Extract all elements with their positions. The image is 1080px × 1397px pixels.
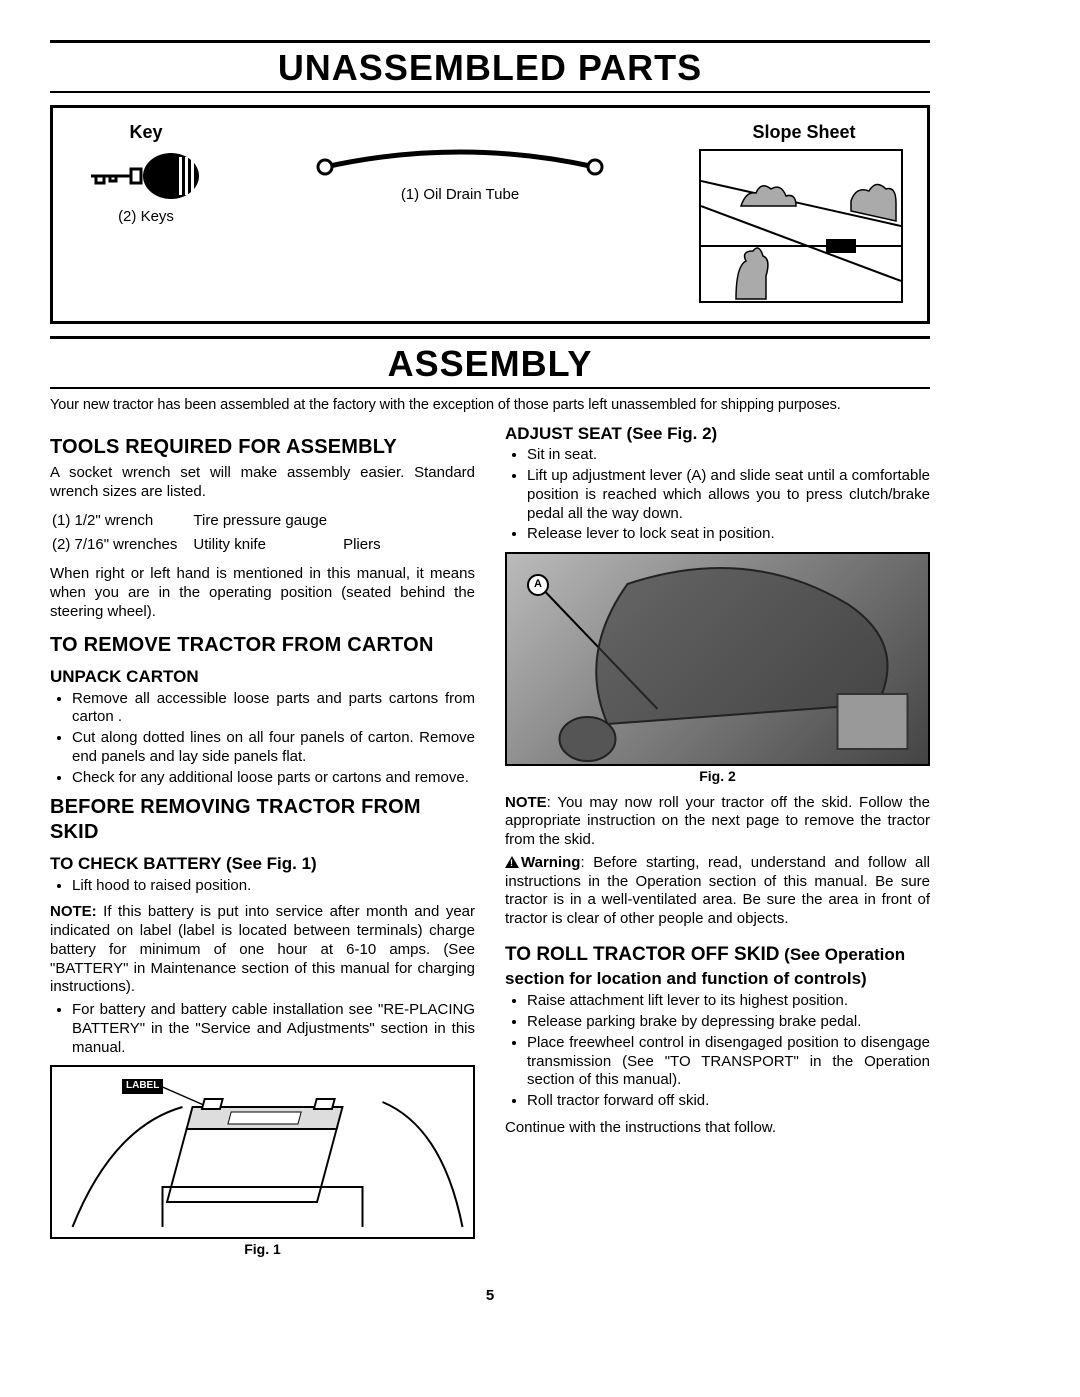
tool-r2c1: (2) 7/16" wrenches xyxy=(52,534,191,557)
battery-b1: Lift hood to raised position. xyxy=(72,877,475,896)
right-column: ADJUST SEAT (See Fig. 2) Sit in seat. Li… xyxy=(505,423,930,1267)
slope-label: Slope Sheet xyxy=(699,122,909,143)
battery-list1: Lift hood to raised position. xyxy=(50,877,475,896)
rule-under-title1 xyxy=(50,91,930,93)
note-label: NOTE xyxy=(505,794,547,811)
slope-sheet-icon xyxy=(699,149,903,303)
key-icon xyxy=(86,149,206,204)
tool-r1c1: (1) 1/2" wrench xyxy=(52,510,191,533)
unpack-heading: UNPACK CARTON xyxy=(50,666,475,687)
roll-heading-main: TO ROLL TRACTOR OFF SKID xyxy=(505,944,779,965)
parts-slope-col: Slope Sheet xyxy=(699,122,909,303)
columns: TOOLS REQUIRED FOR ASSEMBLY A socket wre… xyxy=(50,423,930,1267)
rule-top2 xyxy=(50,336,930,339)
fig2-caption: Fig. 2 xyxy=(505,768,930,786)
unpack-b3: Check for any additional loose parts or … xyxy=(72,769,475,788)
assembly-intro: Your new tractor has been assembled at t… xyxy=(50,397,930,413)
roll-b4: Roll tractor forward off skid. xyxy=(527,1092,930,1111)
unpack-b2: Cut along dotted lines on all four panel… xyxy=(72,729,475,767)
page-number: 5 xyxy=(50,1287,930,1304)
roll-heading: TO ROLL TRACTOR OFF SKID (See Operation … xyxy=(505,943,930,991)
battery-note-text: If this battery is put into service afte… xyxy=(50,903,475,995)
battery-note-label: NOTE: xyxy=(50,903,97,920)
parts-tube-col: (1) Oil Drain Tube xyxy=(261,122,659,203)
hand-note: When right or left hand is mentioned in … xyxy=(50,565,475,621)
tool-r2c2: Utility knife xyxy=(193,534,341,557)
warning-icon xyxy=(505,856,519,868)
tool-r2c3: Pliers xyxy=(343,534,395,557)
adjust-heading: ADJUST SEAT (See Fig. 2) xyxy=(505,423,930,444)
fig1-caption: Fig. 1 xyxy=(50,1241,475,1259)
unpack-b1: Remove all accessible loose parts and pa… xyxy=(72,690,475,728)
tools-heading: TOOLS REQUIRED FOR ASSEMBLY xyxy=(50,435,475,460)
adjust-b3: Release lever to lock seat in position. xyxy=(527,525,930,544)
figure-2: A xyxy=(505,552,930,766)
rule-under-title2 xyxy=(50,387,930,389)
tools-table: (1) 1/2" wrench Tire pressure gauge (2) … xyxy=(50,508,397,560)
figure-1: LABEL xyxy=(50,1065,475,1239)
continue-text: Continue with the instructions that foll… xyxy=(505,1119,930,1138)
battery-heading: TO CHECK BATTERY (See Fig. 1) xyxy=(50,853,475,874)
warn-label: Warning xyxy=(521,854,580,871)
left-column: TOOLS REQUIRED FOR ASSEMBLY A socket wre… xyxy=(50,423,475,1267)
note-text: : You may now roll your tractor off the … xyxy=(505,794,930,849)
roll-b3: Place freewheel control in disengaged po… xyxy=(527,1034,930,1090)
tube-caption: (1) Oil Drain Tube xyxy=(261,186,659,203)
remove-heading: TO REMOVE TRACTOR FROM CARTON xyxy=(50,633,475,658)
adjust-list: Sit in seat. Lift up adjustment lever (A… xyxy=(505,446,930,544)
battery-list2: For battery and battery cable installati… xyxy=(50,1001,475,1057)
roll-b2: Release parking brake by depressing brak… xyxy=(527,1013,930,1032)
tools-intro: A socket wrench set will make assembly e… xyxy=(50,464,475,502)
key-label: Key xyxy=(71,122,221,143)
fig1-label: LABEL xyxy=(122,1079,163,1094)
fig2-illustration xyxy=(507,554,928,764)
battery-note: NOTE: If this battery is put into servic… xyxy=(50,903,475,997)
rule-top xyxy=(50,40,930,43)
roll-list: Raise attachment lift lever to its highe… xyxy=(505,992,930,1111)
unpack-list: Remove all accessible loose parts and pa… xyxy=(50,690,475,788)
tool-r1c2: Tire pressure gauge xyxy=(193,510,341,533)
battery-b2: For battery and battery cable installati… xyxy=(72,1001,475,1057)
section1-title: UNASSEMBLED PARTS xyxy=(50,47,930,89)
roll-note: NOTE: You may now roll your tractor off … xyxy=(505,794,930,850)
tube-icon xyxy=(310,142,610,182)
roll-b1: Raise attachment lift lever to its highe… xyxy=(527,992,930,1011)
section2-title: ASSEMBLY xyxy=(50,343,930,385)
warning: Warning: Before starting, read, understa… xyxy=(505,854,930,929)
key-caption: (2) Keys xyxy=(71,208,221,225)
adjust-b2: Lift up adjustment lever (A) and slide s… xyxy=(527,467,930,523)
adjust-b1: Sit in seat. xyxy=(527,446,930,465)
parts-box: Key (2) Keys (1) Oil Drain Tube Slope Sh… xyxy=(50,105,930,324)
before-heading: BEFORE REMOVING TRACTOR FROM SKID xyxy=(50,795,475,845)
fig1-illustration xyxy=(52,1067,473,1237)
parts-key-col: Key (2) Keys xyxy=(71,122,221,225)
